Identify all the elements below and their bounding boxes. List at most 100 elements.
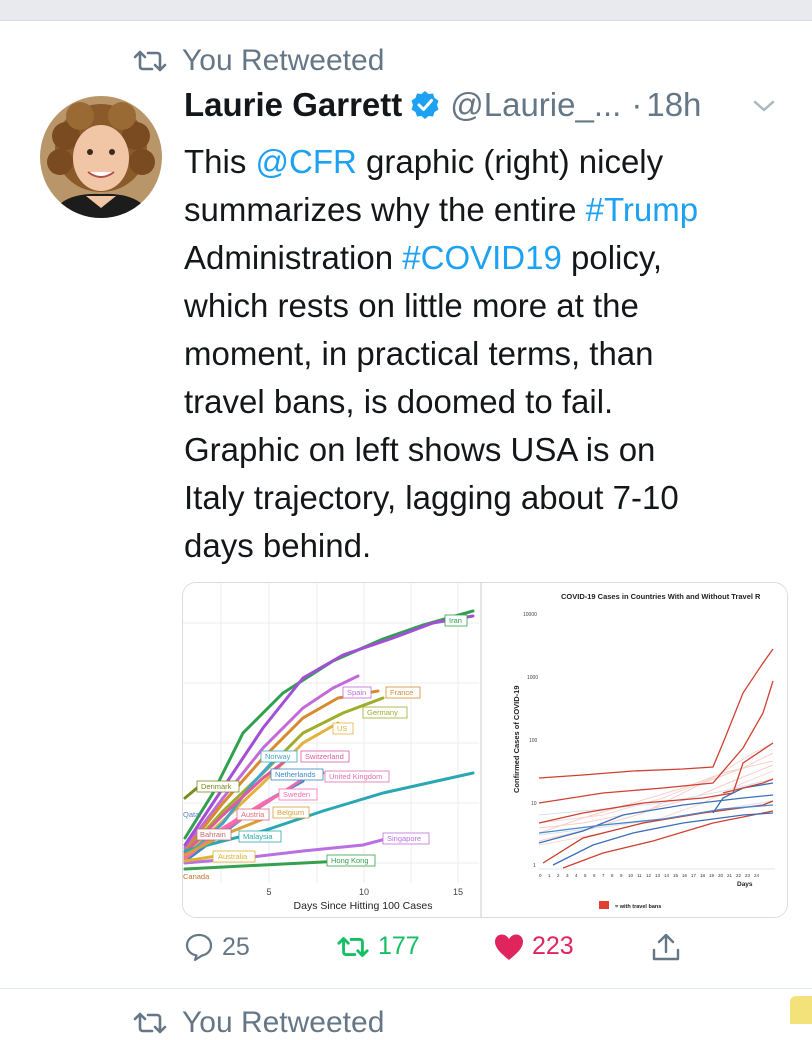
label-france: France bbox=[390, 688, 413, 697]
verified-badge-icon bbox=[410, 90, 440, 120]
label-iran: Iran bbox=[449, 616, 462, 625]
right-xtick-14: 14 bbox=[664, 873, 670, 878]
right-x-ticks: 0 1 2 3 4 5 6 7 8 9 10 11 12 13 14 15 16… bbox=[539, 873, 760, 878]
right-xtick-24: 24 bbox=[754, 873, 760, 878]
hashtag-link[interactable]: #Trump bbox=[585, 191, 699, 228]
right-chart: COVID-19 Cases in Countries With and Wit… bbox=[483, 583, 787, 917]
retweet-icon bbox=[133, 1012, 167, 1034]
retweet-context: You Retweeted bbox=[132, 44, 384, 78]
right-chart-title: COVID-19 Cases in Countries With and Wit… bbox=[561, 592, 761, 601]
next-retweet-context-label: You Retweeted bbox=[182, 1006, 385, 1039]
left-x-axis-label: Days Since Hitting 100 Cases bbox=[294, 900, 433, 912]
right-xtick-9: 9 bbox=[620, 873, 623, 878]
tweet-header: Laurie Garrett @Laurie_... · 18h bbox=[184, 86, 701, 124]
like-button[interactable]: 223 bbox=[494, 932, 574, 961]
label-belgium: Belgium bbox=[277, 808, 304, 817]
label-uk: United Kingdom bbox=[329, 772, 382, 781]
top-bar bbox=[0, 0, 812, 21]
share-icon bbox=[652, 933, 680, 961]
left-xtick-15: 15 bbox=[453, 887, 463, 897]
chevron-down-icon[interactable] bbox=[752, 98, 776, 114]
line-malaysia bbox=[183, 771, 475, 853]
tweet-text-segment: This bbox=[184, 143, 256, 180]
right-xtick-20: 20 bbox=[718, 873, 724, 878]
right-xtick-4: 4 bbox=[575, 873, 578, 878]
line-italy bbox=[183, 614, 475, 847]
tweet-time[interactable]: 18h bbox=[646, 86, 702, 123]
avatar[interactable] bbox=[40, 96, 162, 218]
retweet-context-label: You Retweeted bbox=[182, 44, 385, 77]
tweet-text-line: Graphic on left shows USA is on bbox=[184, 426, 796, 474]
label-austria: Austria bbox=[241, 810, 265, 819]
tweet-text-segment: summarizes why the entire bbox=[184, 191, 586, 228]
hashtag-link[interactable]: #COVID19 bbox=[402, 239, 562, 276]
heart-icon bbox=[495, 934, 523, 960]
label-qatar: Qatar bbox=[183, 810, 202, 819]
label-switzerland: Switzerland bbox=[305, 752, 344, 761]
author-handle[interactable]: @Laurie_... bbox=[450, 86, 622, 123]
right-xtick-6: 6 bbox=[593, 873, 596, 878]
right-xtick-19: 19 bbox=[709, 873, 715, 878]
tweet-text-segment: policy, bbox=[561, 239, 663, 276]
mention-link[interactable]: @CFR bbox=[255, 143, 357, 180]
country-labels: Iran Spain France Germany US Norway Swit… bbox=[183, 614, 468, 881]
reply-icon bbox=[185, 933, 213, 962]
right-xtick-22: 22 bbox=[736, 873, 742, 878]
tweet-media[interactable]: Iran Spain France Germany US Norway Swit… bbox=[182, 582, 788, 918]
tweet-text-segment: graphic (right) nicely bbox=[356, 143, 664, 180]
right-xtick-17: 17 bbox=[691, 873, 697, 878]
legend-label: = with travel bans bbox=[615, 904, 661, 910]
label-sweden: Sweden bbox=[283, 790, 310, 799]
line-spain bbox=[183, 674, 360, 850]
tweet-text-segment: Italy trajectory, lagging about 7-10 bbox=[184, 479, 679, 516]
tweet-text-line: Italy trajectory, lagging about 7-10 bbox=[184, 474, 796, 522]
right-xtick-21: 21 bbox=[727, 873, 733, 878]
tweet-text: This @CFR graphic (right) nicely summariz… bbox=[184, 138, 796, 570]
right-xtick-11: 11 bbox=[637, 873, 642, 878]
label-spain: Spain bbox=[347, 688, 366, 697]
reply-button[interactable]: 25 bbox=[184, 932, 250, 962]
label-norway: Norway bbox=[265, 752, 291, 761]
left-x-ticks: 5 10 15 bbox=[266, 887, 463, 897]
label-australia: Australia bbox=[218, 852, 248, 861]
label-netherlands: Netherlands bbox=[275, 770, 316, 779]
label-germany: Germany bbox=[367, 708, 398, 717]
label-us: US bbox=[337, 724, 347, 733]
right-xtick-0: 0 bbox=[539, 873, 542, 878]
tweet-text-line: which rests on little more at the bbox=[184, 282, 796, 330]
tweet-actions: 25 177 223 bbox=[0, 932, 812, 972]
tweet-text-line: travel bans, is doomed to fail. bbox=[184, 378, 796, 426]
tweet-text-segment: Graphic on left shows USA is on bbox=[184, 431, 656, 468]
right-ytick-10: 10 bbox=[531, 801, 537, 807]
like-count: 223 bbox=[532, 932, 574, 960]
right-xtick-8: 8 bbox=[611, 873, 614, 878]
tweet-text-segment: days behind. bbox=[184, 527, 372, 564]
tweet-text-segment: which rests on little more at the bbox=[184, 287, 639, 324]
left-xtick-10: 10 bbox=[359, 887, 369, 897]
share-button[interactable] bbox=[652, 932, 680, 962]
right-xtick-7: 7 bbox=[602, 873, 605, 878]
legend-swatch bbox=[599, 901, 609, 909]
right-xtick-15: 15 bbox=[673, 873, 679, 878]
right-xtick-16: 16 bbox=[682, 873, 688, 878]
retweet-icon bbox=[337, 936, 369, 957]
author-name[interactable]: Laurie Garrett bbox=[184, 86, 403, 123]
tweet-text-segment: moment, in practical terms, than bbox=[184, 335, 654, 372]
right-xtick-1: 1 bbox=[548, 873, 551, 878]
label-bahrain: Bahrain bbox=[200, 830, 226, 839]
corner-thumbnail bbox=[790, 996, 812, 1024]
right-x-axis-label: Days bbox=[737, 881, 753, 888]
tweet-text-line: days behind. bbox=[184, 522, 796, 570]
retweet-button[interactable]: 177 bbox=[336, 932, 420, 961]
right-ytick-100: 100 bbox=[529, 738, 538, 744]
retweet-icon bbox=[133, 50, 167, 72]
tweet-text-segment: travel bans, is doomed to fail. bbox=[184, 383, 614, 420]
label-malaysia: Malaysia bbox=[243, 832, 273, 841]
label-hongkong: Hong Kong bbox=[331, 856, 369, 865]
right-ytick-1000: 1000 bbox=[527, 675, 538, 681]
right-ytick-1: 1 bbox=[533, 863, 536, 869]
tweet-text-line: moment, in practical terms, than bbox=[184, 330, 796, 378]
right-xtick-2: 2 bbox=[557, 873, 560, 878]
right-xtick-18: 18 bbox=[700, 873, 706, 878]
right-y-axis-label: Confirmed Cases of COVID-19 bbox=[512, 685, 521, 793]
